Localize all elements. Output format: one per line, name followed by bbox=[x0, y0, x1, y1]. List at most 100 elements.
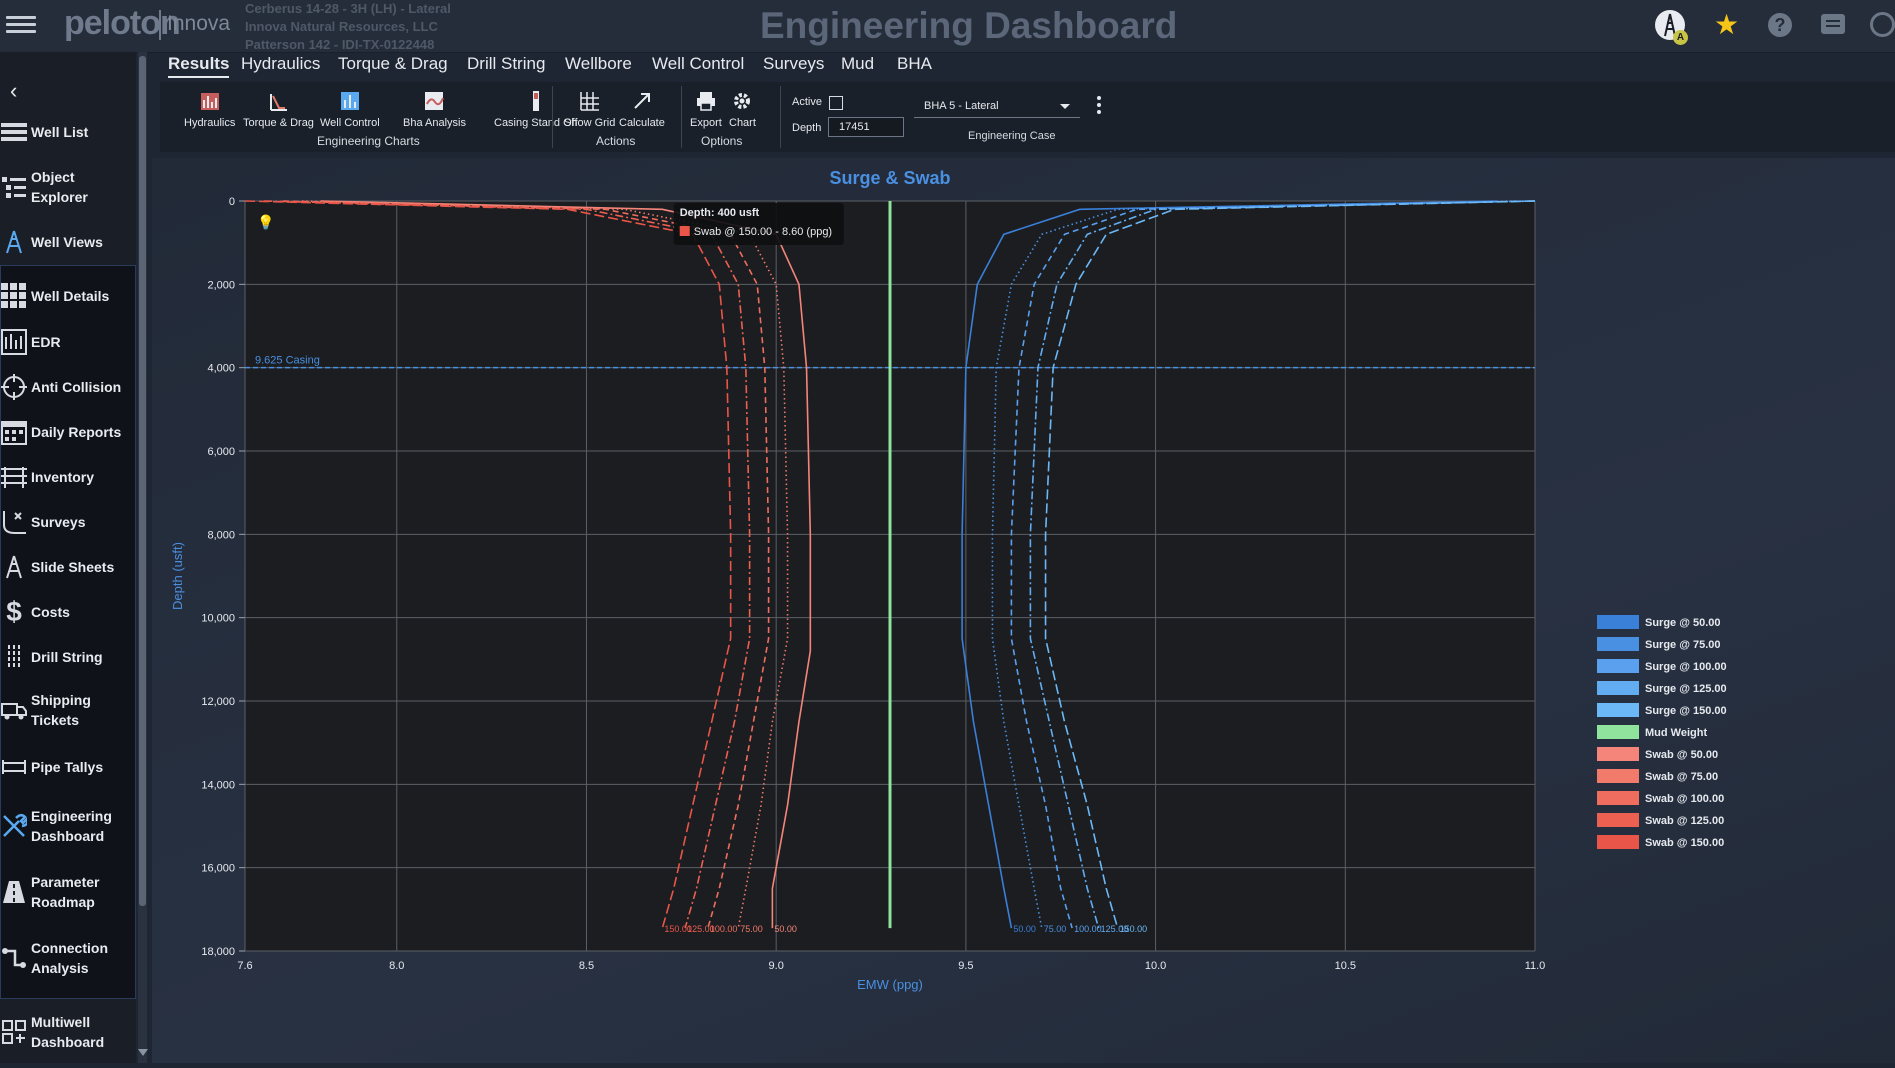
tab-results[interactable]: Results bbox=[168, 54, 230, 78]
calendar-icon bbox=[0, 418, 28, 446]
tab-wellbore[interactable]: Wellbore bbox=[565, 54, 632, 73]
depth-input[interactable]: 17451 bbox=[828, 117, 904, 137]
legend-swatch[interactable] bbox=[1597, 725, 1639, 739]
sidebar-item-well-list[interactable]: Well List bbox=[0, 118, 134, 146]
toolbar-divider bbox=[681, 86, 682, 148]
road-icon bbox=[0, 878, 28, 906]
legend-swatch[interactable] bbox=[1597, 681, 1639, 695]
well-control-chart-button[interactable]: Well Control bbox=[320, 90, 380, 129]
tooltip-title: Depth: 400 usft bbox=[680, 207, 760, 219]
sidebar-scroll-thumb[interactable] bbox=[139, 56, 146, 906]
torque-drag-chart-button[interactable]: Torque & Drag bbox=[243, 90, 314, 129]
sidebar-item-costs[interactable]: $ Costs bbox=[0, 596, 134, 627]
y-tick-label: 2,000 bbox=[207, 279, 235, 291]
depth-label: Depth bbox=[792, 122, 822, 134]
sidebar-item-slide-sheets[interactable]: Slide Sheets bbox=[0, 553, 134, 581]
series-line-swab-150-00[interactable] bbox=[244, 200, 732, 929]
show-grid-button[interactable]: Show Grid bbox=[564, 90, 615, 129]
page-title: Engineering Dashboard bbox=[760, 5, 1178, 46]
sidebar-item-edr[interactable]: EDR bbox=[0, 328, 134, 356]
legend-swatch[interactable] bbox=[1597, 703, 1639, 717]
sidebar-item-inventory[interactable]: Inventory bbox=[0, 463, 134, 491]
account-icon[interactable] bbox=[1870, 12, 1895, 37]
casing-stand-off-chart-button[interactable]: Casing Stand Off bbox=[494, 90, 578, 129]
rig-icon bbox=[0, 553, 28, 581]
scroll-down-arrow[interactable] bbox=[138, 1049, 148, 1056]
collapse-sidebar-icon[interactable]: ‹ bbox=[10, 78, 18, 103]
tab-well-control[interactable]: Well Control bbox=[652, 54, 745, 73]
sidebar-item-shipping-tickets[interactable]: Shipping Tickets bbox=[0, 690, 134, 730]
tab-drill-string[interactable]: Drill String bbox=[467, 54, 546, 73]
well-control-chart-icon bbox=[340, 92, 359, 110]
series-line-surge-150-00[interactable] bbox=[1044, 200, 1536, 929]
series-end-label: 150.00 bbox=[664, 924, 692, 934]
series-line-surge-50-00[interactable] bbox=[961, 200, 1498, 929]
tab-bha[interactable]: BHA bbox=[897, 54, 932, 73]
sidebar-item-daily-reports[interactable]: Daily Reports bbox=[0, 418, 134, 446]
x-tick-label: 11.0 bbox=[1525, 960, 1546, 972]
legend-swatch[interactable] bbox=[1597, 615, 1639, 629]
tab-surveys[interactable]: Surveys bbox=[763, 54, 825, 73]
more-options-icon[interactable] bbox=[1097, 96, 1101, 117]
chart-title: Surge & Swab bbox=[829, 168, 950, 188]
x-tick-label: 10.0 bbox=[1145, 960, 1166, 972]
x-tick-label: 7.6 bbox=[237, 960, 252, 972]
sidebar-item-surveys[interactable]: Surveys bbox=[0, 508, 134, 536]
legend-label: Surge @ 75.00 bbox=[1645, 639, 1721, 651]
chart-tooltip bbox=[673, 203, 844, 245]
sidebar-item-object-explorer[interactable]: Object Explorer bbox=[0, 167, 134, 207]
logo-divider bbox=[159, 10, 161, 40]
engineering-case-select[interactable]: BHA 5 - Lateral bbox=[914, 94, 1080, 118]
tab-torque-drag[interactable]: Torque & Drag bbox=[338, 54, 448, 73]
sidebar-item-pipe-tallys[interactable]: Pipe Tallys bbox=[0, 753, 134, 781]
tab-mud[interactable]: Mud bbox=[841, 54, 875, 73]
active-checkbox[interactable] bbox=[829, 96, 843, 110]
surge-swab-chart[interactable]: Surge & Swab 7.6 8.0 8.5 9.0 9.5 10.0 10.5 11.0 0… bbox=[152, 158, 1895, 1063]
sidebar-item-anti-collision[interactable]: Anti Collision bbox=[0, 373, 134, 401]
product-name: Innova bbox=[167, 12, 231, 35]
legend-swatch[interactable] bbox=[1597, 835, 1639, 849]
series-line-surge-100-00[interactable] bbox=[1010, 200, 1536, 929]
help-icon[interactable]: ? bbox=[1768, 13, 1792, 37]
pipe-icon bbox=[0, 753, 28, 781]
sidebar-item-well-details[interactable]: Well Details bbox=[0, 282, 134, 310]
user-avatar[interactable]: A bbox=[1655, 10, 1688, 45]
series-line-swab-125-00[interactable] bbox=[263, 200, 751, 929]
legend-swatch[interactable] bbox=[1597, 791, 1639, 805]
sidebar-item-engineering-dashboard[interactable]: Engineering Dashboard bbox=[0, 806, 134, 846]
favorite-star-icon[interactable]: ★ bbox=[1714, 9, 1740, 40]
tools-icon bbox=[0, 812, 28, 840]
chart-settings-button[interactable]: Chart bbox=[729, 90, 756, 129]
sidebar-item-drill-string[interactable]: Drill String bbox=[0, 643, 134, 671]
messages-icon[interactable] bbox=[1821, 14, 1845, 34]
rig-name: Patterson 142 - IDI-TX-0122448 bbox=[245, 37, 435, 52]
hamburger-menu-icon[interactable] bbox=[6, 12, 36, 36]
sidebar-item-well-views[interactable]: Well Views bbox=[0, 228, 134, 256]
series-line-swab-75-00[interactable] bbox=[301, 200, 789, 929]
well-info: Cerberus 14-28 - 3H (LH) - Lateral Innov… bbox=[245, 0, 451, 54]
legend-label: Surge @ 100.00 bbox=[1645, 661, 1727, 673]
bha-analysis-chart-button[interactable]: Bha Analysis bbox=[403, 90, 466, 129]
legend-swatch[interactable] bbox=[1597, 813, 1639, 827]
tab-hydraulics[interactable]: Hydraulics bbox=[241, 54, 321, 73]
legend-swatch[interactable] bbox=[1597, 769, 1639, 783]
export-button[interactable]: Export bbox=[690, 90, 722, 129]
well-name: Cerberus 14-28 - 3H (LH) - Lateral bbox=[245, 1, 451, 16]
calculate-button[interactable]: Calculate bbox=[619, 90, 665, 129]
legend-swatch[interactable] bbox=[1597, 747, 1639, 761]
sidebar-item-parameter-roadmap[interactable]: Parameter Roadmap bbox=[0, 872, 134, 912]
chart-panel: Surge & Swab 7.6 8.0 8.5 9.0 9.5 10.0 10.5 11.0 0… bbox=[152, 158, 1895, 1063]
dollar-icon: $ bbox=[6, 596, 22, 627]
toolbar-divider bbox=[552, 86, 553, 148]
legend-swatch[interactable] bbox=[1597, 659, 1639, 673]
hydraulics-chart-button[interactable]: Hydraulics bbox=[184, 90, 235, 129]
x-tick-label: 8.5 bbox=[579, 960, 594, 972]
series-line-surge-125-00[interactable] bbox=[1029, 200, 1536, 929]
legend-swatch[interactable] bbox=[1597, 637, 1639, 651]
series-end-label: 50.00 bbox=[1013, 924, 1036, 934]
rig-avatar-icon bbox=[1664, 13, 1676, 37]
legend-label: Surge @ 125.00 bbox=[1645, 683, 1727, 695]
sidebar-item-connection-analysis[interactable]: Connection Analysis bbox=[0, 938, 134, 978]
sidebar-item-multiwell-dashboard[interactable]: Multiwell Dashboard bbox=[0, 1012, 134, 1052]
series-line-surge-75-00[interactable] bbox=[991, 200, 1517, 929]
